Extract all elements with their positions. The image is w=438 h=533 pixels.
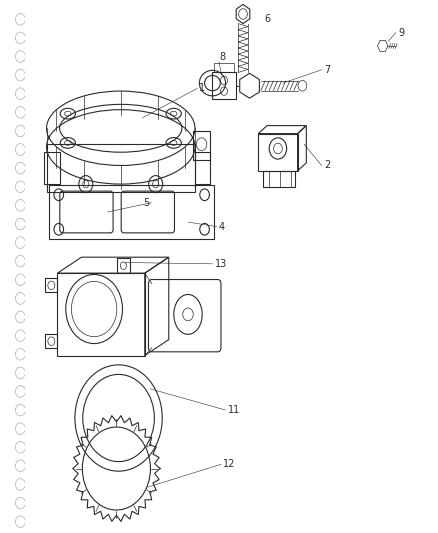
- Text: 4: 4: [219, 222, 225, 232]
- Text: 5: 5: [143, 198, 149, 208]
- Text: 7: 7: [324, 65, 330, 75]
- Text: 13: 13: [215, 259, 227, 269]
- Text: 8: 8: [219, 52, 225, 62]
- Text: 1: 1: [199, 83, 205, 93]
- Text: 12: 12: [223, 459, 236, 469]
- Text: 9: 9: [398, 28, 404, 38]
- Text: 2: 2: [324, 160, 330, 171]
- Text: 6: 6: [265, 14, 271, 25]
- Text: 11: 11: [228, 405, 240, 415]
